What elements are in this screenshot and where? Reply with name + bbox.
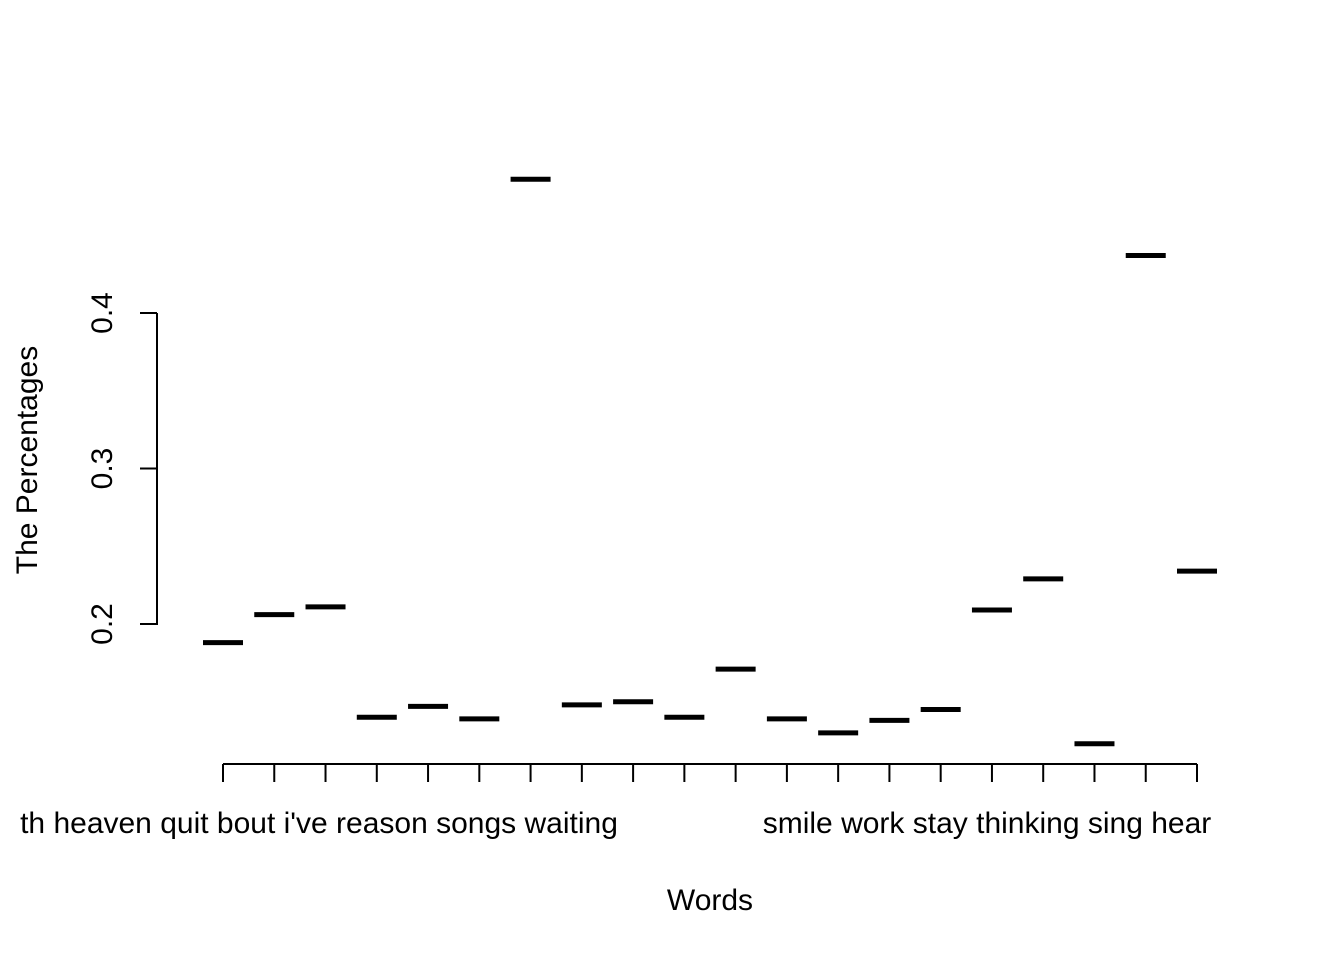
x-axis-ticks — [222, 764, 1198, 782]
data-segments — [203, 176, 1217, 747]
y-axis-tick-labels: 0.2 0.3 0.4 — [86, 292, 119, 645]
x-axis-label: Words — [667, 884, 753, 917]
y-tick-label: 0.2 — [86, 603, 119, 645]
y-axis-label: The Percentages — [11, 346, 44, 574]
x-axis-tick-text-right: smile work stay thinking sing hear — [763, 807, 1212, 840]
y-axis-ticks — [140, 312, 157, 625]
x-axis-tick-text-left: th heaven quit bout i've reason songs wa… — [20, 807, 618, 840]
y-tick-label: 0.3 — [86, 448, 119, 490]
y-tick-label: 0.4 — [86, 292, 119, 334]
